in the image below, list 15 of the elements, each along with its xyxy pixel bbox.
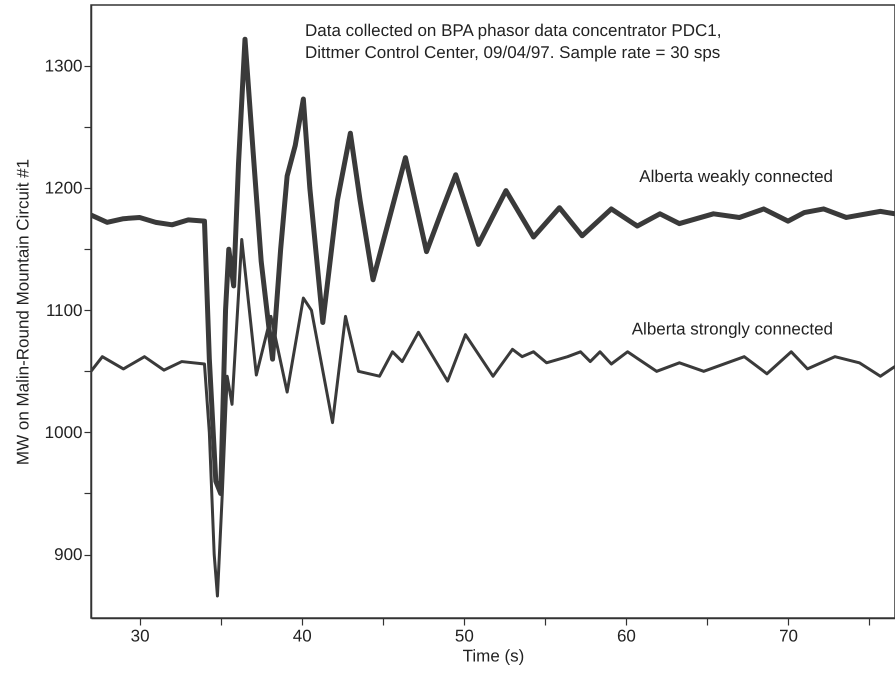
y-tick-label: 900 — [54, 545, 82, 564]
series-label: Alberta strongly connected — [632, 319, 833, 338]
y-tick-label: 1000 — [44, 422, 82, 442]
x-tick-label: 30 — [130, 626, 150, 646]
y-tick-label: 1300 — [44, 56, 82, 76]
y-tick-label: 1200 — [44, 178, 82, 198]
x-tick-label: 70 — [779, 626, 798, 646]
series-label: Alberta weakly connected — [639, 166, 833, 186]
annotation: Data collected on BPA phasor data concentrator PDC1, Dittmer Control Center, 09/04/97. Sample rate = 30 sps — [305, 21, 722, 62]
y-tick-label: 1100 — [46, 300, 82, 320]
x-axis-title: Time (s) — [462, 646, 524, 666]
y-axis-title: MW on Malin-Round Mountain Circuit #1 — [14, 158, 33, 466]
x-tick-label: 60 — [616, 626, 636, 646]
x-tick-label: 40 — [292, 626, 312, 646]
x-tick-label: 50 — [454, 626, 474, 646]
